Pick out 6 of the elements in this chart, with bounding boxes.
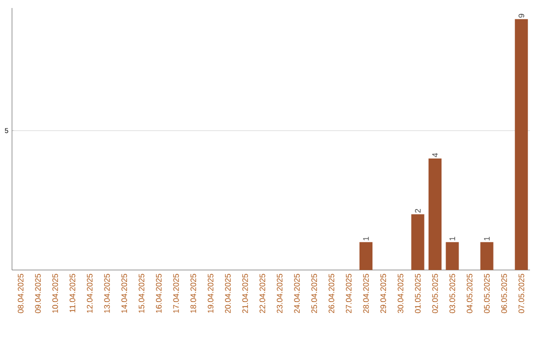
bar: [514, 19, 528, 270]
bar: [480, 242, 494, 270]
bar: [359, 242, 372, 270]
bar: [446, 242, 459, 270]
bar: [428, 158, 442, 270]
bar: [411, 214, 424, 270]
